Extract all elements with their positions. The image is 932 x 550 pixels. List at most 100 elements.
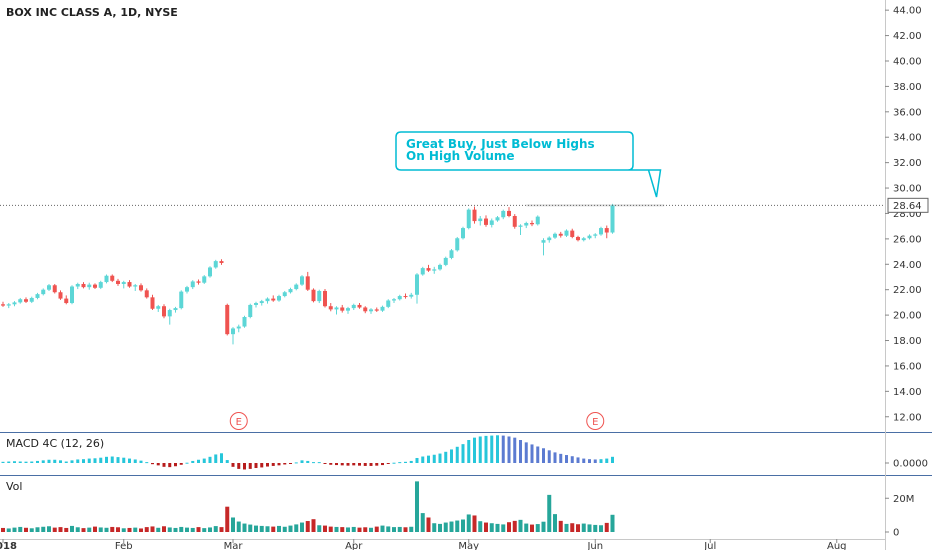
volume-bar [604,522,609,532]
time-tick-label: Mar [224,541,244,550]
candle [478,216,483,226]
macd-bar [24,461,28,463]
candle-body [558,233,563,236]
volume-bar [179,526,184,532]
candle-body [512,216,517,227]
macd-bar [248,463,252,469]
candle-body [484,218,488,225]
macd-bar [398,462,402,464]
candle [553,232,557,239]
candle [300,275,304,286]
candle-body [121,282,126,284]
macd-bar [289,463,292,464]
candle-body [236,326,241,329]
volume-bar [259,525,264,532]
volume-bar [420,513,425,532]
candle-body [461,228,465,239]
macd-bar [467,440,471,463]
candle [52,283,57,294]
candle-body [12,302,17,305]
volume-bar [93,526,97,532]
candle-body [346,308,350,311]
candle [104,274,109,284]
volume-bar [455,520,460,532]
macd-bar [404,461,407,463]
candle [461,226,465,240]
volume-bar [70,525,74,532]
volume-bar [127,527,132,532]
macd-bar [553,452,557,463]
macd-bar [116,457,120,463]
candle [564,229,569,237]
candle [24,297,28,304]
candle [248,303,253,319]
candle [484,215,488,227]
volume-bar [294,524,299,532]
candle [75,282,80,290]
macd-bar [588,459,591,463]
candle-body [363,307,368,312]
price-tick-label: 28.00 [893,209,922,220]
candle [340,304,345,313]
volume-bar [288,525,293,532]
candle-body [409,294,414,297]
candle-body [386,300,391,307]
candlestick-series [1,203,615,345]
candle-body [380,306,385,311]
volume-bar [576,524,580,532]
candle-body [208,267,212,277]
candle [443,256,448,267]
macd-bar [329,463,333,465]
macd-bar [53,459,57,463]
macd-histogram [1,435,614,470]
macd-bar [70,460,74,463]
price-tick-label: 40.00 [893,56,922,67]
candle-body [219,261,224,264]
volume-bar [202,528,207,532]
volume-bar [248,524,253,532]
candle-body [64,298,69,304]
price-tick-label: 22.00 [893,285,922,296]
volume-bar [524,523,529,532]
candle-body [58,292,63,299]
candle-body [340,307,345,311]
volume-bar [6,528,11,532]
candle-body [179,291,184,309]
volume-bar [311,519,316,532]
macd-bar [415,457,419,463]
volume-bar [144,527,149,532]
macd-bar [231,463,235,467]
time-tick-label: Jul [703,541,716,550]
macd-bar [611,456,614,463]
candle-body [133,285,138,287]
candle-body [116,280,120,284]
candle [305,271,310,291]
chart-title: BOX INC CLASS A, 1D, NYSE [6,6,178,19]
candle [110,274,115,283]
candle [357,303,362,309]
volume-bar [587,524,592,532]
candle-body [127,282,132,287]
candle [541,238,546,256]
candle-body [104,275,109,283]
macd-bar [369,463,373,466]
macd-bar [13,461,16,463]
macd-bar [421,456,425,463]
candle [518,224,523,236]
volume-bar [472,515,477,532]
candle-body [294,284,299,290]
macd-bar [317,462,321,464]
callout-bubble [395,131,662,198]
candle-body [570,230,575,237]
candle [438,263,442,271]
candle-body [70,286,74,304]
candle-body [489,220,494,225]
volume-bar [41,526,46,532]
candle-body [403,296,408,298]
candle [98,280,103,290]
volume-bar [564,523,569,532]
macd-bar [346,463,350,466]
macd-bar [145,462,149,464]
macd-bar [237,463,241,469]
